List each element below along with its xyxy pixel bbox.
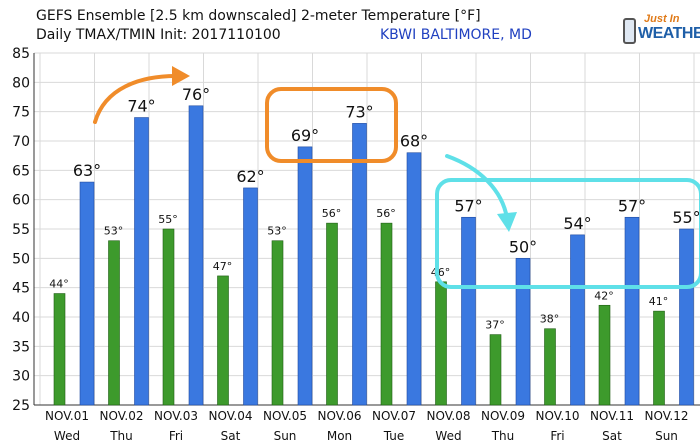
tmin-data-label: 56°: [322, 207, 342, 220]
orange-trend-arrow: [93, 74, 178, 124]
y-tick-label: 60: [12, 193, 30, 209]
tmin-bar: [108, 240, 120, 406]
tmin-data-label: 38°: [540, 313, 560, 326]
y-tick-label: 25: [12, 398, 30, 414]
tmin-bar: [544, 328, 556, 406]
tmin-data-label: 56°: [376, 207, 396, 220]
chart-subtitle: Daily TMAX/TMIN Init: 2017110100: [36, 27, 281, 43]
x-tick-label: NOV.01: [45, 409, 89, 423]
orange-arrowhead: [172, 66, 190, 86]
tmax-data-label: 68°: [400, 132, 428, 151]
just-in-weather-logo: Just In WEATHER: [622, 12, 700, 50]
weekday-label: Wed: [435, 429, 461, 443]
tmax-data-label: 57°: [618, 196, 646, 215]
tmin-data-label: 53°: [267, 225, 287, 238]
tmin-data-label: 41°: [649, 295, 669, 308]
tmin-data-label: 37°: [485, 319, 505, 332]
tmax-data-label: 57°: [454, 196, 482, 215]
tmax-bar: [352, 123, 367, 406]
tmax-data-label: 69°: [291, 126, 319, 145]
weekday-label: Fri: [169, 429, 183, 443]
y-tick-label: 50: [12, 251, 30, 267]
x-tick-label: NOV.05: [263, 409, 307, 423]
y-tick-label: 85: [12, 46, 30, 62]
x-tick-label: NOV.08: [427, 409, 471, 423]
chart-title: GEFS Ensemble [2.5 km downscaled] 2-mete…: [36, 8, 481, 24]
tmax-bar: [679, 228, 694, 406]
weekday-label: Fri: [550, 429, 564, 443]
tmax-data-label: 73°: [345, 102, 373, 121]
tmin-data-label: 47°: [213, 260, 233, 273]
tmin-bar: [653, 310, 665, 406]
y-tick-label: 40: [12, 310, 30, 326]
tmin-bar: [489, 334, 502, 406]
x-tick-label: NOV.12: [645, 409, 689, 423]
x-tick-label: NOV.04: [209, 409, 253, 423]
y-tick-label: 35: [12, 339, 30, 355]
weekday-label: Mon: [327, 429, 352, 443]
weekday-label: Sat: [602, 429, 622, 443]
tmax-bar: [297, 146, 313, 406]
tmax-bar: [134, 117, 149, 406]
x-tick-label: NOV.11: [590, 409, 634, 423]
tmax-data-label: 63°: [73, 161, 101, 180]
tmax-bar: [406, 152, 422, 406]
tmin-bar: [380, 222, 393, 406]
x-tick-label: NOV.07: [372, 409, 416, 423]
tmin-bar: [598, 304, 611, 406]
orange-highlight-box: [265, 87, 398, 163]
tmin-bar: [217, 275, 229, 406]
tmin-bar: [53, 293, 66, 406]
weekday-label: Wed: [54, 429, 80, 443]
y-tick-label: 30: [12, 369, 30, 385]
tmax-bar: [243, 187, 258, 406]
tmax-data-label: 54°: [563, 214, 591, 233]
tmin-bar: [162, 228, 175, 406]
tmin-bar: [435, 281, 447, 406]
x-tick-label: NOV.03: [154, 409, 198, 423]
tmax-bar: [188, 105, 204, 406]
tmax-bar: [461, 216, 476, 406]
tmax-data-label: 62°: [236, 167, 264, 186]
tmin-bar: [271, 240, 284, 406]
y-tick-label: 70: [12, 134, 30, 150]
x-tick-label: NOV.02: [100, 409, 144, 423]
tmax-data-label: 55°: [672, 208, 700, 227]
y-tick-label: 45: [12, 281, 30, 297]
tmax-data-label: 76°: [182, 85, 210, 104]
y-tick-label: 80: [12, 75, 30, 91]
tmin-data-label: 44°: [49, 278, 69, 291]
tmin-data-label: 42°: [594, 289, 614, 302]
weekday-label: Thu: [109, 429, 133, 443]
weekday-label: Tue: [383, 429, 405, 443]
tmax-bar: [570, 234, 585, 406]
x-tick-label: NOV.06: [318, 409, 362, 423]
tmax-data-label: 50°: [509, 237, 537, 256]
tmax-bar: [624, 216, 640, 406]
tmax-bar: [515, 258, 531, 406]
y-tick-label: 55: [12, 222, 30, 238]
y-tick-label: 65: [12, 163, 30, 179]
x-tick-label: NOV.10: [536, 409, 580, 423]
y-tick-label: 75: [12, 105, 30, 121]
tmin-data-label: 46°: [431, 266, 451, 279]
tmin-bar: [326, 222, 338, 406]
phone-icon: [623, 18, 636, 44]
weekday-label: Sun: [274, 429, 297, 443]
weekday-label: Sun: [655, 429, 678, 443]
tmax-bar: [79, 181, 95, 406]
weekday-label: Sat: [221, 429, 241, 443]
cyan-arrowhead: [497, 212, 517, 232]
x-tick-label: NOV.09: [481, 409, 525, 423]
cyan-highlight-box: [435, 178, 700, 289]
tmax-data-label: 74°: [127, 97, 155, 116]
weekday-label: Thu: [491, 429, 515, 443]
station-label: KBWI BALTIMORE, MD: [380, 27, 532, 43]
tmin-data-label: 55°: [158, 213, 178, 226]
tmin-data-label: 53°: [104, 225, 124, 238]
